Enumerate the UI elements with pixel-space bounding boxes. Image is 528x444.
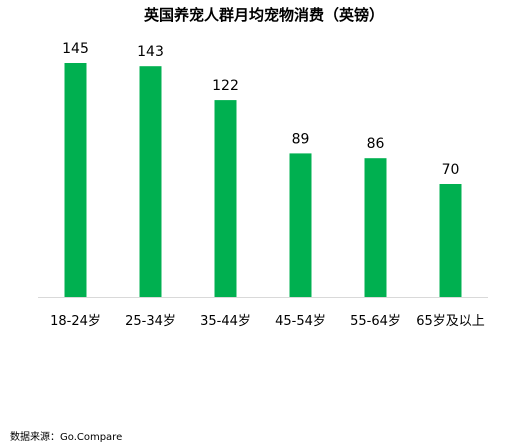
value-label-4: 89 [292, 131, 310, 147]
bar-5 [364, 158, 387, 297]
bar-2 [139, 66, 162, 297]
bar-6 [439, 184, 462, 297]
category-label-4: 45-54岁 [275, 314, 326, 329]
source-note: 数据来源：Go.Compare [10, 432, 123, 443]
value-label-6: 70 [442, 162, 460, 178]
value-label-5: 86 [367, 136, 385, 152]
category-label-6: 65岁及以上 [416, 314, 485, 329]
bar-4 [289, 153, 312, 297]
bar-1 [64, 63, 87, 297]
value-labels-layer: 145 143 122 89 86 70 [62, 41, 459, 178]
category-label-1: 18-24岁 [50, 314, 101, 329]
bar-3 [214, 100, 237, 297]
value-label-3: 122 [212, 78, 239, 94]
category-label-2: 25-34岁 [125, 314, 176, 329]
value-label-2: 143 [137, 44, 164, 60]
value-label-1: 145 [62, 41, 89, 57]
category-label-3: 35-44岁 [200, 314, 251, 329]
bars-layer [64, 63, 462, 297]
category-labels-layer: 18-24岁 25-34岁 35-44岁 45-54岁 55-64岁 65岁及以上 [50, 314, 485, 329]
category-label-5: 55-64岁 [350, 314, 401, 329]
chart-title: 英国养宠人群月均宠物消费（英镑） [143, 6, 384, 24]
